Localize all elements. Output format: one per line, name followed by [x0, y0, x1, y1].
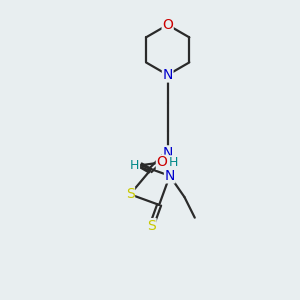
- Text: O: O: [156, 155, 167, 169]
- Text: H: H: [130, 159, 140, 172]
- Text: H: H: [168, 156, 178, 169]
- Text: N: N: [163, 68, 173, 82]
- Text: S: S: [126, 187, 134, 201]
- Text: S: S: [147, 219, 156, 233]
- Text: N: N: [163, 146, 173, 160]
- Text: O: O: [162, 18, 173, 32]
- Text: N: N: [164, 169, 175, 183]
